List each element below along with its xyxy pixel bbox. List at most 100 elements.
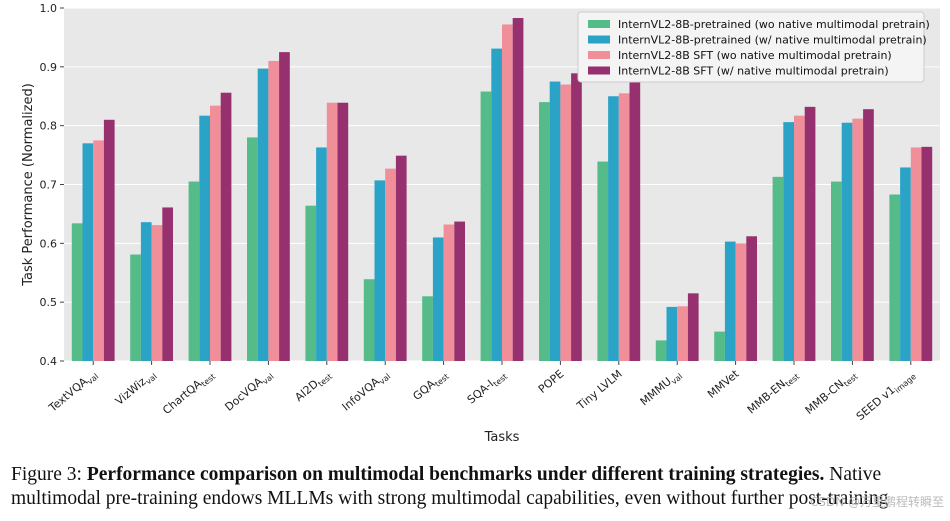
bar <box>724 241 736 361</box>
bar <box>666 306 678 361</box>
bar <box>432 237 444 361</box>
x-tick-label-base: DocVQA <box>222 375 265 414</box>
bar <box>454 221 465 361</box>
bar <box>395 155 407 361</box>
caption-text: Native multimodal pre-training endows ML… <box>11 464 889 509</box>
bar <box>491 48 502 361</box>
bar <box>140 222 152 361</box>
x-tick-label-base: MMB-EN <box>745 377 788 416</box>
x-tick-label-base: SEED v1 <box>854 383 898 423</box>
bar <box>549 81 561 362</box>
bar <box>82 143 94 361</box>
caption-bold: Performance comparison on multimodal ben… <box>86 464 825 485</box>
y-axis-label: Task Performance (Normalized) <box>21 83 36 287</box>
x-tick-label: MMMUval <box>638 367 685 410</box>
x-tick-label-base: ChartQA <box>160 377 204 417</box>
bar <box>655 340 667 361</box>
y-tick-label: 0.5 <box>40 296 58 309</box>
bar <box>316 147 327 361</box>
bar <box>687 293 699 361</box>
x-tick-label-subscript: test <box>433 372 451 389</box>
bar <box>597 161 609 361</box>
bar <box>480 91 492 361</box>
y-tick-label: 1.0 <box>40 2 58 15</box>
legend-swatch <box>588 20 610 28</box>
bar <box>831 181 842 361</box>
x-tick-label: MMVet <box>705 367 742 401</box>
bar <box>210 105 221 361</box>
bar <box>608 96 619 361</box>
bar <box>910 147 922 361</box>
x-tick-label: POPE <box>536 367 567 396</box>
x-tick-label: GQAtest <box>410 367 450 404</box>
x-tick-label-subscript: test <box>492 372 510 389</box>
bar <box>539 102 550 361</box>
bar <box>93 140 104 361</box>
bar <box>921 146 933 361</box>
x-tick-label-base: POPE <box>536 367 567 396</box>
x-axis-ticks: TextVQAval VizWizval ChartQAtest DocVQAval A… <box>46 361 918 424</box>
x-tick-label: Tiny LVLM <box>574 367 625 413</box>
x-tick-label-base: MMVet <box>705 367 742 401</box>
bar <box>618 93 630 361</box>
bar <box>103 119 115 362</box>
bar <box>337 102 349 361</box>
bar <box>571 73 582 362</box>
bar <box>863 109 874 362</box>
bars <box>71 18 933 362</box>
legend-swatch <box>588 66 610 75</box>
bar <box>279 52 290 361</box>
y-tick-label: 0.6 <box>40 237 58 250</box>
legend-label: InternVL2-8B SFT (wo native multimodal p… <box>618 49 892 62</box>
bar <box>560 84 572 361</box>
bar <box>385 168 396 361</box>
legend-swatch <box>588 51 610 59</box>
y-tick-label: 0.8 <box>40 120 58 133</box>
bar <box>794 115 805 361</box>
bar <box>852 118 864 362</box>
x-tick-label: MMB-CNtest <box>803 367 860 418</box>
figure-caption: Figure 3: Performance comparison on mult… <box>11 463 946 511</box>
bar <box>746 236 757 361</box>
bar <box>841 122 853 361</box>
bar-chart: 0.4 0.5 0.6 0.7 0.8 0.9 1.0 TextVQAval VizWizva… <box>21 2 940 445</box>
legend-label: InternVL2-8B-pretrained (w/ native multi… <box>618 34 927 47</box>
caption-label: Figure 3: <box>11 464 87 485</box>
x-tick-label-base: TextVQA <box>46 375 91 415</box>
x-tick-label: SEED v1image <box>854 367 918 424</box>
legend-label: InternVL2-8B-pretrained (wo native multi… <box>618 18 930 31</box>
x-tick-label: SQA-Itest <box>465 367 510 408</box>
x-tick-label-base: MMB-CN <box>803 377 847 417</box>
bar <box>305 205 317 361</box>
x-tick-label-subscript: test <box>316 372 334 389</box>
bar <box>735 243 747 361</box>
y-tick-label: 0.7 <box>40 179 58 192</box>
y-tick-label: 0.4 <box>40 355 58 368</box>
x-tick-label: DocVQAval <box>222 367 275 415</box>
bar <box>257 68 269 362</box>
x-tick-label-base: InfoVQA <box>340 375 383 414</box>
bar <box>677 306 688 361</box>
x-tick-label: ChartQAtest <box>160 367 217 418</box>
watermark: CSDN @万里鹏程转瞬至 <box>809 495 944 509</box>
bar <box>502 24 513 362</box>
bar <box>629 79 641 362</box>
bar <box>268 60 280 361</box>
bar <box>374 180 386 361</box>
legend-label: InternVL2-8B SFT (w/ native multimodal p… <box>618 65 889 78</box>
bar <box>889 194 901 361</box>
bar <box>900 167 911 361</box>
x-tick-label: TextVQAval <box>46 367 101 416</box>
x-tick-label: AI2Dtest <box>292 367 334 405</box>
x-tick-label-base: Tiny LVLM <box>574 367 625 413</box>
legend-box <box>577 11 925 83</box>
bar <box>363 279 375 361</box>
bar <box>714 331 725 361</box>
bar <box>220 92 232 361</box>
x-tick-label-subscript: test <box>784 372 802 389</box>
x-tick-label-subscript: test <box>200 372 218 389</box>
y-axis-ticks: 0.4 0.5 0.6 0.7 0.8 0.9 1.0 <box>40 2 64 368</box>
bar <box>199 115 210 361</box>
legend: InternVL2-8B-pretrained (wo native multi… <box>577 11 930 83</box>
x-tick-label-subscript: image <box>893 372 918 395</box>
